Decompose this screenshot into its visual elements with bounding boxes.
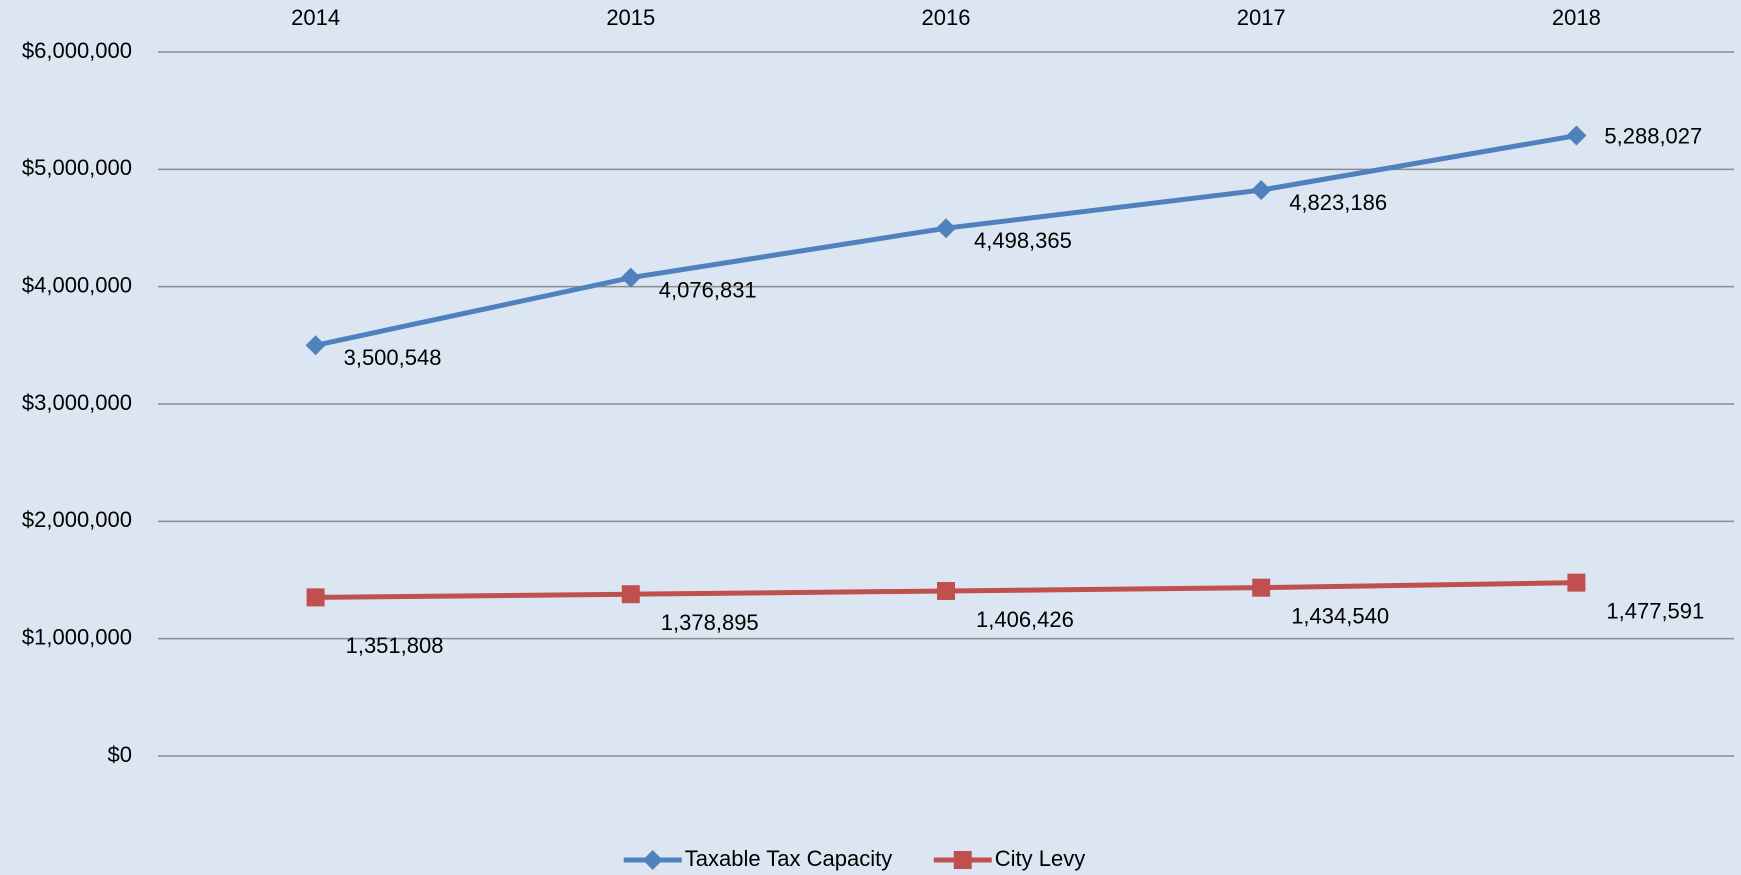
legend-label: City Levy [995, 846, 1085, 871]
marker [620, 267, 641, 288]
data-label: 1,406,426 [976, 607, 1074, 632]
marker [1252, 578, 1271, 597]
data-label: 5,288,027 [1604, 123, 1702, 148]
x-tick-label: 2017 [1237, 5, 1286, 30]
y-tick-label: $6,000,000 [22, 38, 132, 63]
data-label: 4,823,186 [1289, 190, 1387, 215]
y-tick-label: $5,000,000 [22, 155, 132, 180]
legend-item: Taxable Tax Capacity [623, 846, 893, 871]
legend-marker [953, 851, 972, 869]
x-tick-label: 2018 [1552, 5, 1601, 30]
data-label: 4,498,365 [974, 228, 1072, 253]
marker [1251, 180, 1272, 201]
data-label: 1,434,540 [1291, 603, 1389, 628]
marker [306, 588, 325, 607]
marker [936, 218, 956, 239]
legend-marker [642, 850, 663, 870]
y-tick-label: $1,000,000 [22, 624, 132, 649]
data-label: 1,378,895 [661, 610, 759, 635]
x-tick-label: 2015 [606, 5, 655, 30]
y-tick-label: $3,000,000 [22, 390, 132, 415]
marker [305, 335, 326, 356]
x-tick-label: 2014 [291, 5, 340, 30]
y-tick-label: $4,000,000 [22, 272, 132, 297]
y-tick-label: $0 [108, 742, 132, 767]
marker [1566, 125, 1587, 146]
marker [621, 585, 640, 604]
data-label: 1,477,591 [1606, 598, 1704, 623]
data-label: 4,076,831 [659, 277, 757, 302]
x-tick-label: 2016 [922, 5, 971, 30]
marker [1567, 573, 1586, 592]
data-label: 3,500,548 [344, 345, 442, 370]
y-tick-label: $2,000,000 [22, 507, 132, 532]
legend-label: Taxable Tax Capacity [685, 846, 893, 871]
marker [937, 581, 955, 600]
legend-item: City Levy [933, 846, 1085, 871]
data-label: 1,351,808 [346, 633, 444, 658]
